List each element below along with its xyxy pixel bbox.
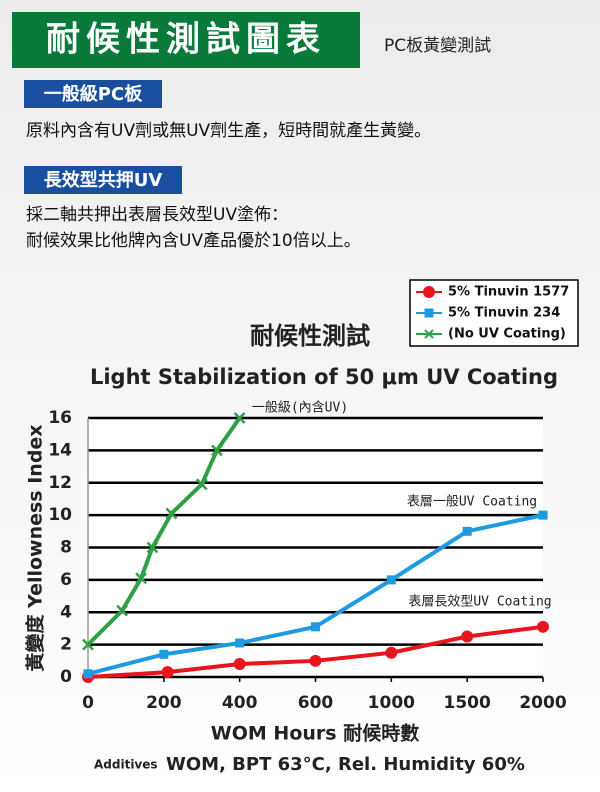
section-heading: 長效型共押UV	[44, 169, 163, 191]
marker	[235, 638, 245, 648]
section-box	[24, 166, 182, 194]
marker	[211, 444, 223, 457]
marker	[161, 666, 174, 679]
marker	[385, 646, 398, 659]
y-tick-label: 10	[48, 505, 72, 525]
chart-title: 耐候性測試	[250, 322, 370, 350]
legend-label: (No UV Coating)	[448, 327, 566, 342]
y-tick-label: 4	[60, 602, 72, 622]
y-tick-label: 0	[60, 667, 72, 687]
marker	[195, 478, 208, 491]
section-box	[24, 80, 162, 108]
legend-marker	[424, 329, 434, 339]
y-axis-label: 黃變度 Yellowness Index	[24, 424, 47, 671]
x-tick-label: 2000	[519, 693, 566, 713]
marker	[82, 638, 94, 651]
y-tick-label: 6	[60, 570, 72, 590]
x-tick-label: 400	[222, 693, 258, 713]
marker	[135, 572, 147, 585]
marker	[233, 412, 246, 424]
note-prefix: Additives	[94, 758, 158, 772]
section-text: 耐候效果比他牌內含UV產品優於10倍以上。	[26, 231, 361, 251]
marker	[537, 620, 549, 633]
legend-marker	[424, 308, 434, 318]
y-tick-label: 12	[48, 473, 72, 493]
section-text: 採二軸共押出表層長效型UV塗佈：	[26, 204, 288, 225]
legend-marker	[423, 286, 435, 298]
marker	[462, 526, 472, 536]
y-tick-label: 16	[48, 408, 72, 428]
x-tick-label: 1000	[368, 693, 415, 713]
marker	[461, 630, 474, 643]
marker	[311, 622, 320, 632]
legend-label: 5% Tinuvin 1577	[448, 285, 569, 300]
annotation: 表層長效型UV Coating	[408, 595, 551, 610]
page-title: 耐候性測試圖表	[46, 20, 326, 60]
marker	[159, 649, 169, 659]
x-tick-label: 0	[82, 693, 94, 713]
marker	[309, 654, 322, 667]
marker	[538, 510, 548, 520]
marker	[233, 658, 246, 671]
x-tick-label: 200	[146, 693, 182, 713]
marker	[165, 507, 178, 520]
marker	[386, 575, 396, 585]
y-tick-label: 14	[48, 440, 72, 460]
x-axis-label: WOM Hours 耐候時數	[211, 722, 419, 745]
x-tick-label: 600	[298, 693, 334, 713]
title-box	[12, 12, 360, 68]
x-tick-label: 1500	[444, 693, 491, 713]
note: WOM, BPT 63°C, Rel. Humidity 60%	[166, 754, 525, 775]
chart-subtitle: Light Stabilization of 50 μm UV Coating	[90, 365, 558, 389]
annotation: 一般級(內含UV)	[252, 400, 348, 416]
page-subtitle: PC板黃變測試	[384, 36, 491, 56]
legend-label: 5% Tinuvin 234	[448, 306, 560, 321]
section-text: 原料內含有UV劑或無UV劑生產，短時間就產生黃變。	[26, 121, 431, 141]
series-line	[86, 416, 242, 647]
marker	[116, 604, 129, 617]
y-tick-label: 8	[60, 538, 72, 558]
section-heading: 一般級PC板	[44, 83, 143, 105]
annotation: 表層一般UV Coating	[407, 494, 537, 510]
marker	[83, 669, 93, 679]
y-tick-label: 2	[60, 635, 72, 655]
marker	[146, 541, 159, 554]
